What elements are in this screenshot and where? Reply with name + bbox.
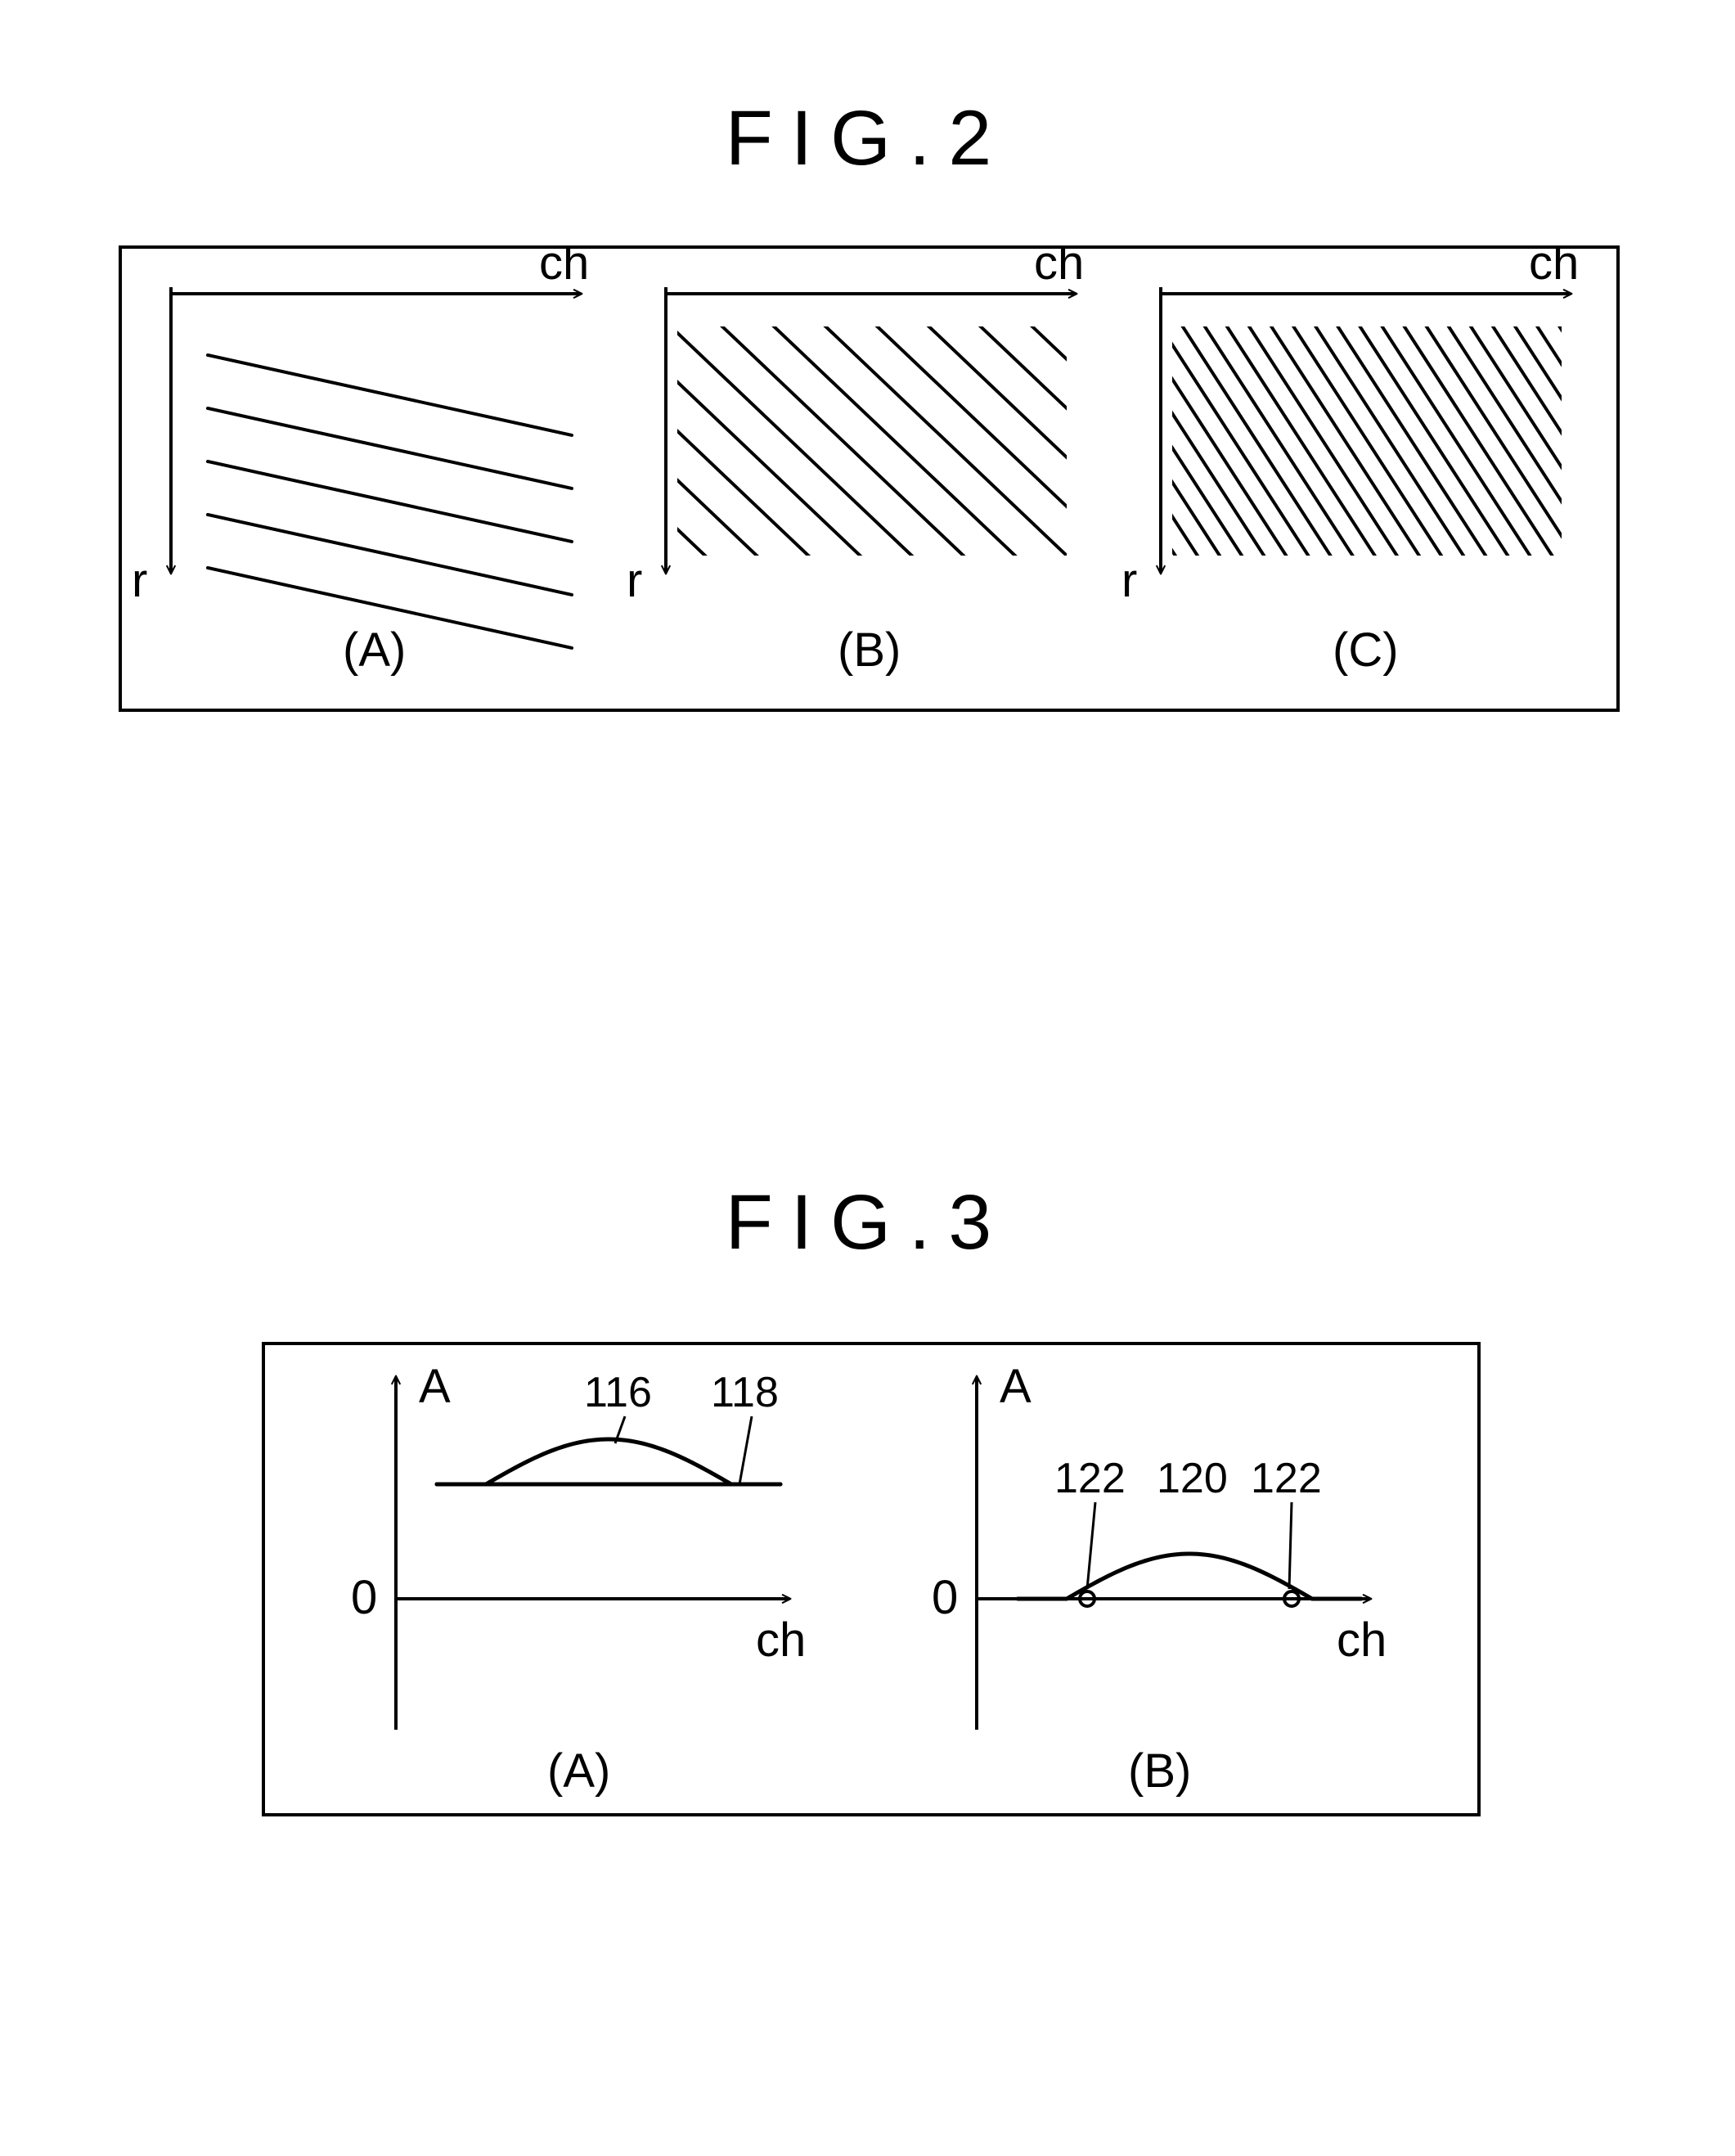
a-axis-label: A — [1000, 1360, 1032, 1413]
subplot-label: (C) — [1333, 623, 1399, 677]
page: FIG.2 ch r (A) ch r (B) ch r (C) FIG.3 Ach 0 116 11… — [0, 0, 1735, 2156]
fig2-subplot-a: ch r (A) — [132, 249, 589, 677]
subplot-label: (A) — [343, 623, 406, 677]
fig2-subplot-b: ch r (B) — [627, 249, 1084, 677]
zero-label: 0 — [351, 1571, 377, 1624]
figure-3-panel: Ach 0 116 118 (A) Ach 0 122 120 122 (B) — [262, 1342, 1481, 1816]
callout-leader — [739, 1416, 752, 1484]
ch-axis-label: ch — [539, 249, 589, 290]
callout-label: 118 — [711, 1369, 779, 1416]
callout-leader — [1289, 1502, 1292, 1589]
figure-3-title: FIG.3 — [0, 1178, 1735, 1267]
ch-axis-label: ch — [1034, 249, 1084, 290]
ch-axis-label: ch — [756, 1614, 806, 1667]
ch-axis-label: ch — [1337, 1614, 1387, 1667]
callout-label: 116 — [584, 1369, 652, 1416]
bump-curve — [1018, 1554, 1361, 1599]
r-axis-label: r — [627, 554, 642, 607]
subplot-label: (B) — [1128, 1744, 1191, 1798]
callout-label: 122 — [1251, 1455, 1322, 1502]
ch-axis-label: ch — [1529, 249, 1579, 290]
fig3-subplot-b: Ach 0 122 120 122 (B) — [932, 1360, 1387, 1798]
callout-label: 122 — [1054, 1455, 1126, 1502]
fig3-subplot-a: Ach 0 116 118 (A) — [351, 1360, 806, 1798]
bump-curve — [437, 1439, 780, 1484]
a-axis-label: A — [419, 1360, 451, 1413]
subplot-label: (A) — [547, 1744, 610, 1798]
hatching — [208, 355, 572, 648]
figure-2-svg: ch r (A) ch r (B) ch r (C) — [122, 249, 1616, 709]
subplot-label: (B) — [838, 623, 901, 677]
zero-label: 0 — [932, 1571, 958, 1624]
figure-2-panel: ch r (A) ch r (B) ch r (C) — [119, 245, 1620, 712]
r-axis-label: r — [1121, 554, 1137, 607]
fig2-subplot-c: ch r (C) — [1121, 249, 1579, 677]
callout-label: 120 — [1157, 1455, 1228, 1502]
r-axis-label: r — [132, 554, 147, 607]
callout-leader — [1087, 1502, 1095, 1589]
figure-3-svg: Ach 0 116 118 (A) Ach 0 122 120 122 (B) — [265, 1345, 1477, 1813]
figure-2-title: FIG.2 — [0, 94, 1735, 183]
